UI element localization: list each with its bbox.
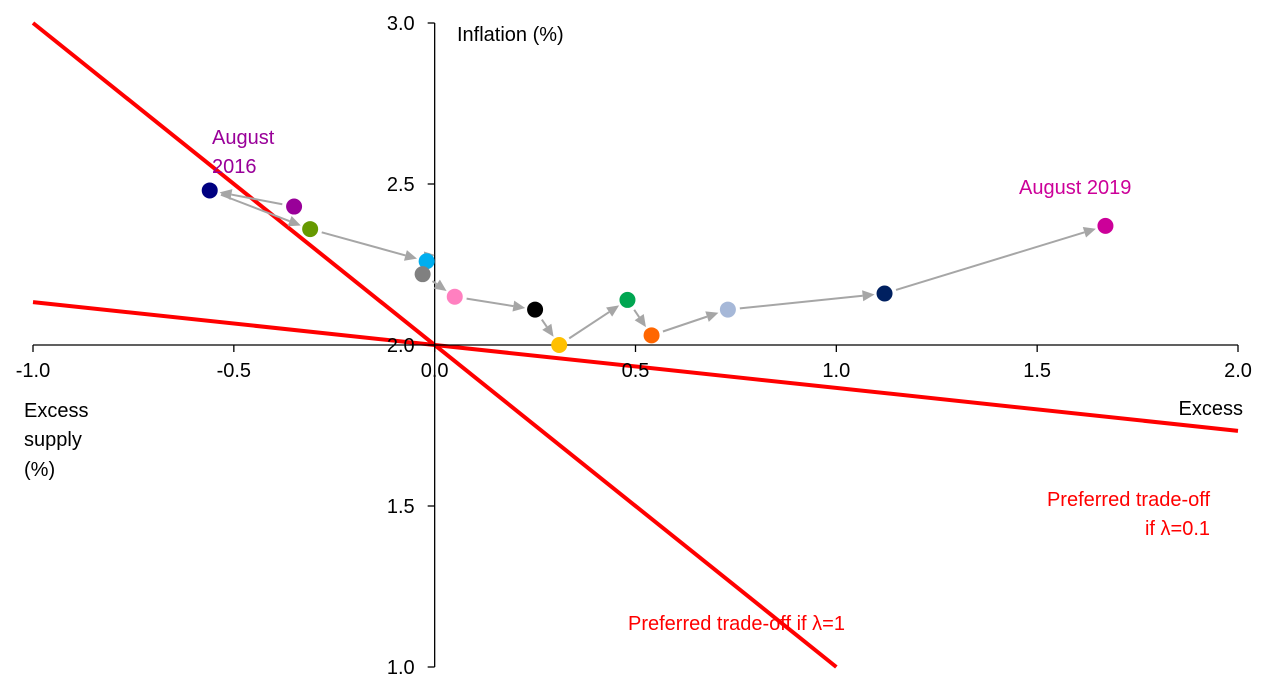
data-point (719, 301, 736, 318)
y-tick-label: 2.0 (387, 335, 415, 357)
trend-arrow-shaft (739, 294, 863, 310)
trend-arrow (321, 231, 417, 261)
annotations-layer: Inflation (%) Excess supply (%) Excess A… (24, 24, 1243, 635)
data-point (286, 198, 303, 215)
trend-arrow (541, 318, 554, 337)
trend-arrow (739, 290, 875, 310)
trend-arrow-head (542, 323, 554, 337)
x-axis-label-right: Excess (1179, 398, 1243, 420)
trend-arrow-head (862, 290, 875, 302)
x-axis-label-left-2: supply (24, 429, 82, 451)
points-layer (201, 182, 1114, 353)
y-tick-label: 1.5 (387, 496, 415, 518)
x-tick-label: 2.0 (1224, 360, 1252, 382)
trend-arrow-shaft (321, 231, 406, 257)
data-point (527, 301, 544, 318)
trade-off-label-lambda-01-line-2: if λ=0.1 (1145, 518, 1210, 540)
x-tick-label: -1.0 (16, 360, 50, 382)
x-tick-label: 1.0 (822, 360, 850, 382)
trend-arrow-head (634, 314, 646, 328)
trend-arrow-shaft (541, 318, 548, 328)
data-point (446, 288, 463, 305)
data-point (619, 291, 636, 308)
trend-arrow-head (1082, 227, 1096, 238)
trend-arrow (220, 193, 301, 227)
data-point (418, 253, 435, 270)
x-axis-label-left-1: Excess (24, 400, 88, 422)
trend-arrow-shaft (568, 311, 610, 340)
trend-arrow-shaft (633, 309, 641, 318)
data-point (302, 221, 319, 238)
trend-arrow-shaft (431, 280, 438, 285)
trend-arrow (466, 297, 526, 312)
annotation-august-2016-line-1: August (212, 127, 275, 149)
x-tick-label: -0.5 (217, 360, 251, 382)
trend-arrow-head (512, 300, 526, 312)
trend-arrow (568, 305, 620, 340)
trend-arrow (431, 279, 447, 291)
trend-arrow (633, 309, 646, 328)
trend-arrow (662, 311, 719, 333)
x-tick-label: 0.0 (421, 360, 449, 382)
trend-arrow-head (606, 305, 620, 317)
annotation-august-2016-line-2: 2016 (212, 156, 257, 178)
trend-arrow-shaft (220, 193, 290, 223)
data-point (876, 285, 893, 302)
trade-off-line-lambda-01 (32, 300, 1239, 433)
trend-arrow-shaft (895, 231, 1085, 291)
trend-arrow-head (403, 250, 417, 261)
data-point (1097, 217, 1114, 234)
trend-arrow-head (433, 279, 447, 291)
y-tick-label: 1.0 (387, 657, 415, 679)
data-point (643, 327, 660, 344)
y-tick-label: 3.0 (387, 13, 415, 35)
trend-arrow-shaft (231, 193, 283, 206)
x-tick-label: 0.5 (622, 360, 650, 382)
arrows-layer (219, 189, 1096, 340)
x-axis-label-left-3: (%) (24, 459, 55, 481)
x-tick-label: 1.5 (1023, 360, 1051, 382)
data-point (201, 182, 218, 199)
trade-off-label-lambda-01-line-1: Preferred trade-off (1047, 489, 1210, 511)
y-tick-label: 2.5 (387, 174, 415, 196)
data-point (551, 337, 568, 353)
trend-arrow-shaft (662, 315, 708, 333)
trade-off-label-lambda-1: Preferred trade-off if λ=1 (628, 613, 845, 635)
annotation-august-2019: August 2019 (1019, 177, 1131, 199)
y-axis-label: Inflation (%) (457, 24, 564, 46)
trend-arrow-head (705, 311, 719, 322)
trend-arrow-head (287, 216, 301, 227)
trend-arrow-shaft (466, 297, 514, 308)
trend-arrow (895, 227, 1096, 291)
ticks-layer: -1.0 -0.5 0.0 0.5 1.0 1.5 2.0 1.0 1.5 2.0 2.5 3.0 (16, 13, 1252, 679)
data-point (414, 266, 431, 283)
